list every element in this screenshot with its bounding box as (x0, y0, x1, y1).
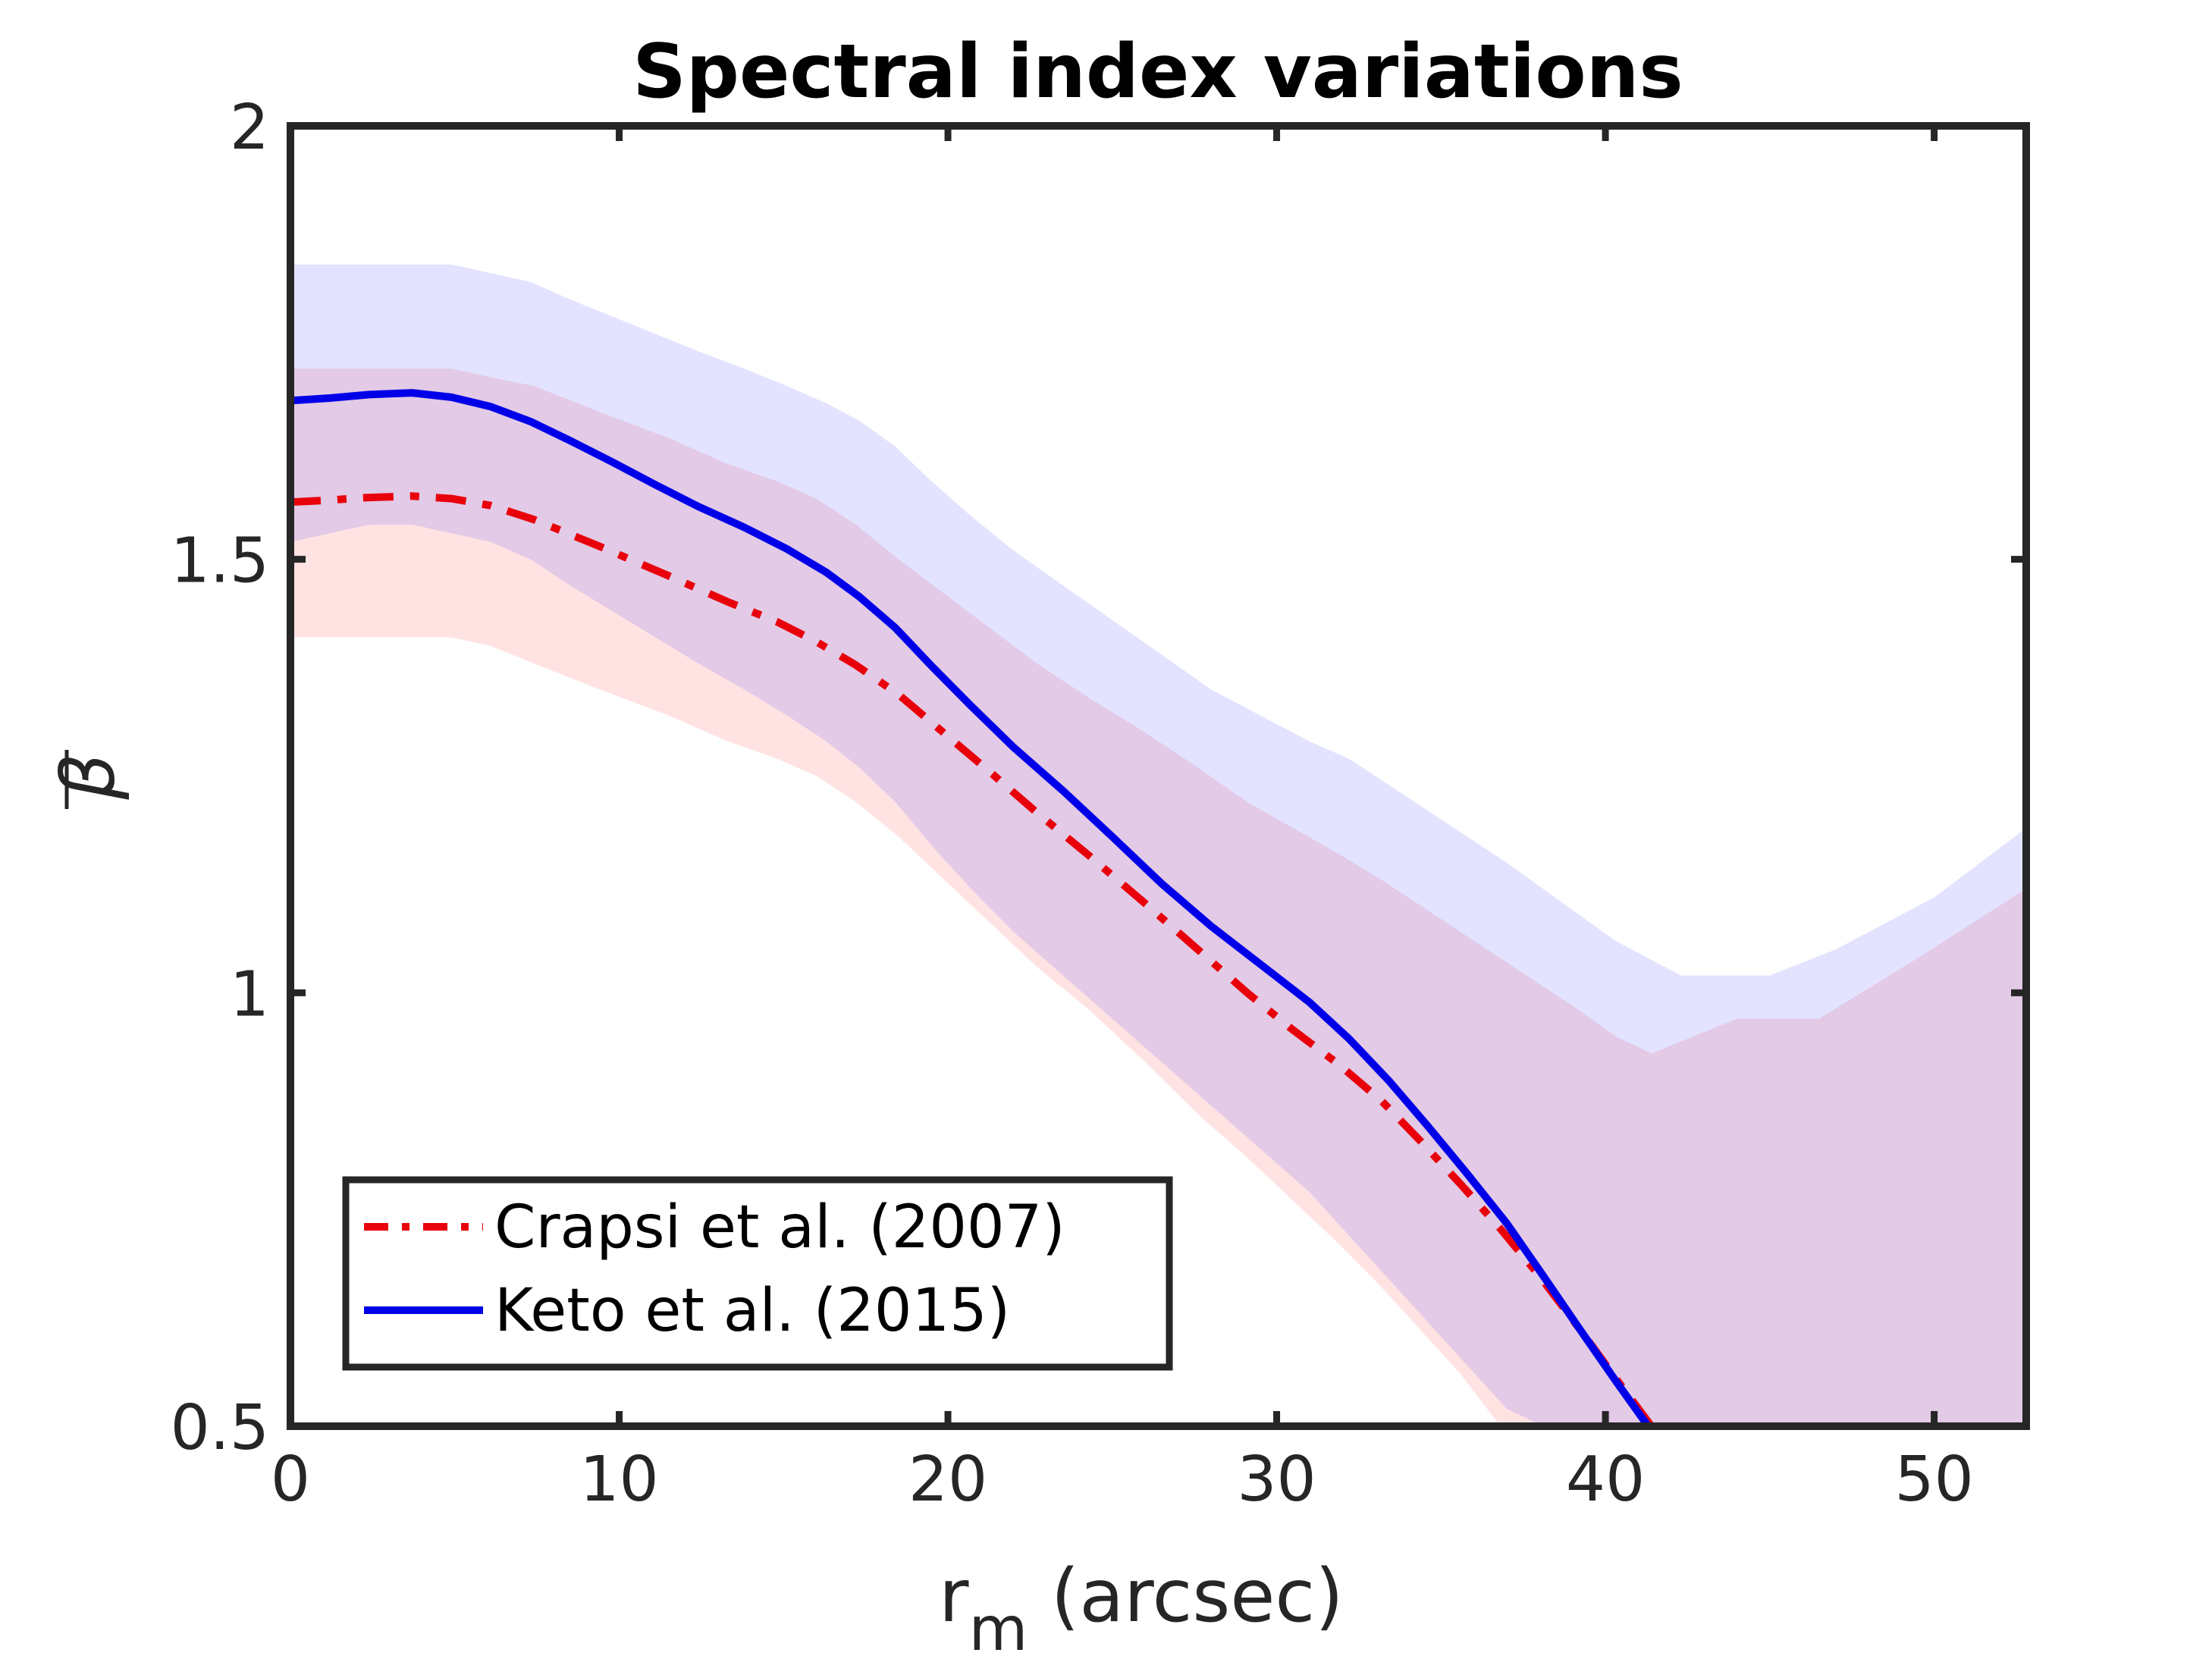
legend-label-crapsi: Crapsi et al. (2007) (494, 1193, 1065, 1262)
series-lines (290, 389, 1711, 1430)
x-axis-label-suffix: (arcsec) (1028, 1554, 1343, 1639)
x-tick-label: 30 (1237, 1444, 1316, 1516)
y-axis-label: β (46, 753, 131, 800)
x-tick-label: 40 (1566, 1444, 1645, 1516)
x-tick-label: 0 (271, 1444, 310, 1516)
x-axis-label-main: r (939, 1554, 969, 1639)
legend-box (342, 1176, 1173, 1371)
chart-title: Spectral index variations (632, 29, 1683, 115)
plot-frame (287, 122, 2030, 1430)
x-axis-label: rm (arcsec) (939, 1554, 1344, 1659)
y-axis-label-group: β (46, 750, 131, 809)
line-keto (290, 389, 1711, 1430)
tick-labels: 0 10 20 30 40 50 0.5 1 1.5 2 (171, 92, 1974, 1516)
x-tick-label: 10 (579, 1444, 658, 1516)
x-tick-label: 20 (908, 1444, 987, 1516)
y-tick-label: 0.5 (171, 1392, 269, 1464)
line-crapsi (290, 492, 1655, 1428)
band-keto (290, 264, 2026, 1426)
legend-label-keto: Keto et al. (2015) (494, 1277, 1010, 1345)
y-tick-label: 1.5 (171, 525, 269, 597)
x-axis-label-subscript: m (968, 1594, 1028, 1659)
confidence-bands (290, 264, 2026, 1427)
y-tick-label: 1 (230, 958, 269, 1030)
legend: Crapsi et al. (2007) Keto et al. (2015) (342, 1176, 1173, 1371)
band-crapsi (290, 368, 2026, 1427)
x-tick-label: 50 (1894, 1444, 1973, 1516)
y-tick-label: 2 (230, 92, 269, 164)
